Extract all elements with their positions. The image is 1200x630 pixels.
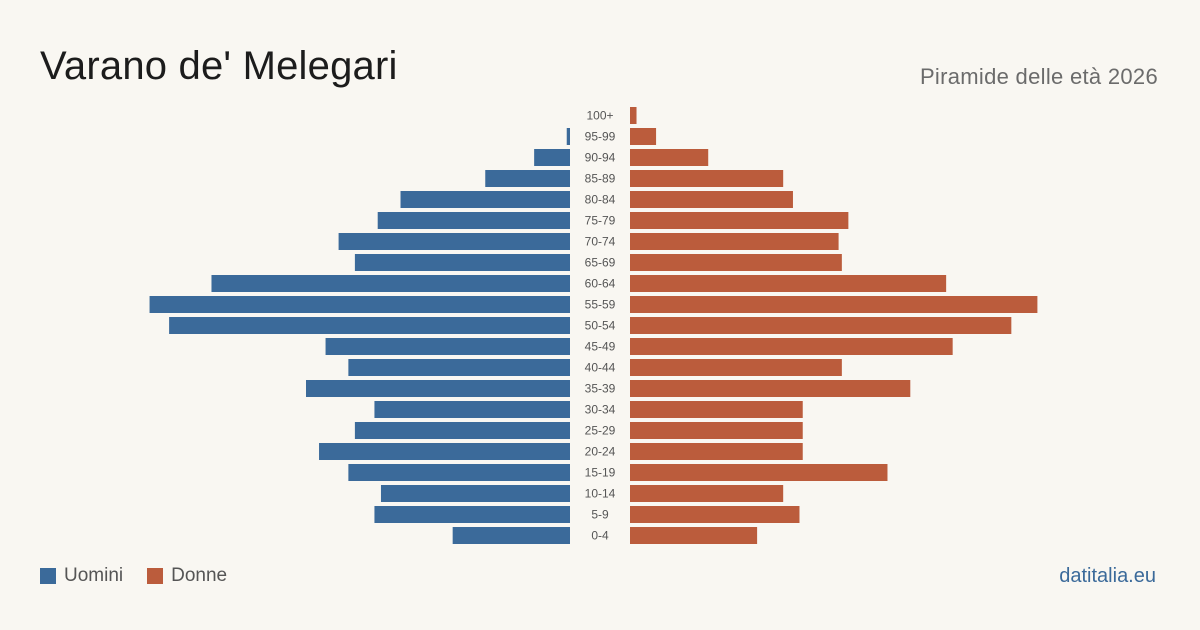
page-title: Varano de' Melegari: [40, 44, 398, 88]
legend-label-men: Uomini: [64, 565, 124, 586]
age-label-15-19: 15-19: [585, 466, 616, 480]
age-label-30-34: 30-34: [585, 403, 616, 417]
bar-women-15-19: [630, 464, 888, 481]
bar-women-100+: [630, 107, 637, 124]
age-label-100+: 100+: [586, 109, 613, 123]
bar-men-65-69: [354, 254, 570, 271]
bar-women-40-44: [630, 359, 842, 376]
legend-item-women: Donne: [147, 565, 227, 587]
bar-women-60-64: [630, 275, 947, 292]
age-label-70-74: 70-74: [585, 235, 616, 249]
age-label-45-49: 45-49: [585, 340, 616, 354]
bar-women-25-29: [630, 422, 803, 439]
legend-swatch-women: [147, 568, 164, 584]
age-label-95-99: 95-99: [585, 130, 616, 144]
bar-men-5-9: [374, 506, 570, 523]
age-label-50-54: 50-54: [585, 319, 616, 333]
bar-women-20-24: [630, 443, 803, 460]
bar-men-60-64: [211, 275, 570, 292]
age-label-80-84: 80-84: [585, 193, 616, 207]
legend-item-men: Uomini: [40, 565, 123, 587]
bar-men-0-4: [452, 527, 570, 544]
bar-women-5-9: [630, 506, 800, 523]
bar-women-80-84: [630, 191, 793, 208]
age-label-0-4: 0-4: [591, 529, 609, 543]
bar-men-35-39: [306, 380, 570, 397]
bar-men-55-59: [149, 296, 571, 313]
bar-men-20-24: [319, 443, 570, 460]
bar-men-90-94: [534, 149, 570, 166]
source-link[interactable]: datitalia.eu: [1059, 565, 1156, 587]
bar-men-30-34: [374, 401, 570, 418]
age-label-40-44: 40-44: [585, 361, 616, 375]
bar-women-30-34: [630, 401, 803, 418]
bar-men-40-44: [348, 359, 570, 376]
age-label-5-9: 5-9: [591, 508, 609, 522]
bar-women-35-39: [630, 380, 911, 397]
bar-men-45-49: [325, 338, 570, 355]
age-label-35-39: 35-39: [585, 382, 616, 396]
age-label-20-24: 20-24: [585, 445, 616, 459]
bar-men-15-19: [348, 464, 570, 481]
bar-women-75-79: [630, 212, 849, 229]
bar-women-70-74: [630, 233, 839, 250]
bar-women-55-59: [630, 296, 1038, 313]
bar-women-50-54: [630, 317, 1012, 334]
bar-men-95-99: [566, 128, 570, 145]
bar-women-85-89: [630, 170, 784, 187]
bar-men-75-79: [377, 212, 570, 229]
age-label-85-89: 85-89: [585, 172, 616, 186]
bar-men-80-84: [400, 191, 570, 208]
bar-women-65-69: [630, 254, 842, 271]
bar-women-45-49: [630, 338, 953, 355]
age-label-25-29: 25-29: [585, 424, 616, 438]
bar-men-50-54: [169, 317, 570, 334]
age-label-55-59: 55-59: [585, 298, 616, 312]
bar-women-0-4: [630, 527, 758, 544]
age-label-10-14: 10-14: [585, 487, 616, 501]
legend: Uomini Donne: [40, 565, 251, 587]
bar-women-10-14: [630, 485, 784, 502]
bar-men-10-14: [380, 485, 570, 502]
legend-swatch-men: [40, 568, 56, 584]
age-label-90-94: 90-94: [585, 151, 616, 165]
age-label-65-69: 65-69: [585, 256, 616, 270]
bar-men-25-29: [354, 422, 570, 439]
bar-men-85-89: [485, 170, 570, 187]
age-label-75-79: 75-79: [585, 214, 616, 228]
bar-men-70-74: [338, 233, 570, 250]
age-label-60-64: 60-64: [585, 277, 616, 291]
legend-label-women: Donne: [171, 565, 228, 586]
bar-women-90-94: [630, 149, 709, 166]
bar-women-95-99: [630, 128, 657, 145]
chart-subtitle: Piramide delle età 2026: [919, 64, 1158, 89]
